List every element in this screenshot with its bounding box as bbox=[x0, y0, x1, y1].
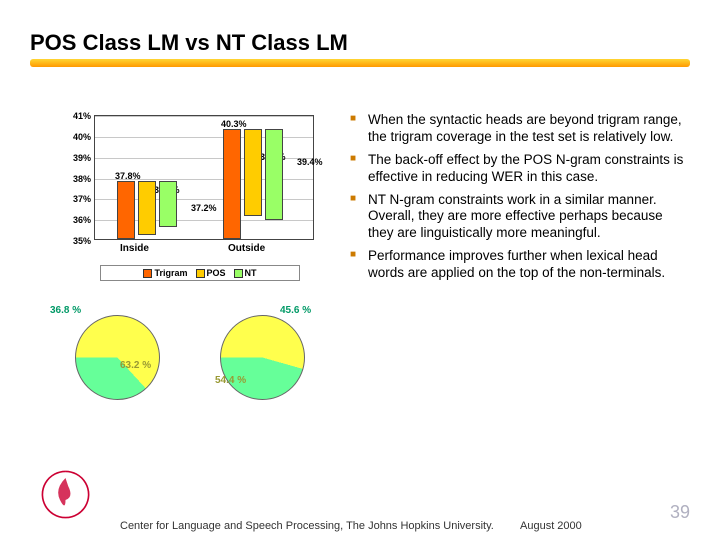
bar bbox=[223, 129, 241, 239]
y-tick-label: 38% bbox=[61, 174, 91, 184]
page-number: 39 bbox=[670, 502, 690, 523]
y-tick-label: 36% bbox=[61, 215, 91, 225]
legend-item: NT bbox=[234, 268, 257, 278]
bullet-2: The back-off effect by the POS N-gram co… bbox=[350, 152, 690, 186]
legend-item: Trigram bbox=[143, 268, 187, 278]
pie-left-label-0: 63.2 % bbox=[120, 360, 151, 371]
pie-right bbox=[220, 315, 305, 400]
bar-value-label: 37.8% bbox=[115, 171, 141, 181]
x-label-outside: Outside bbox=[228, 243, 265, 254]
y-tick-label: 37% bbox=[61, 194, 91, 204]
pie-charts: 36.8 % 63.2 % 45.6 % 54.4 % bbox=[50, 300, 335, 430]
bar bbox=[138, 181, 156, 235]
bar bbox=[265, 129, 283, 221]
bar bbox=[159, 181, 177, 227]
footer-university: Center for Language and Speech Processin… bbox=[120, 520, 494, 532]
bullet-list: When the syntactic heads are beyond trig… bbox=[350, 112, 690, 288]
legend-swatch bbox=[196, 269, 205, 278]
legend-swatch bbox=[234, 269, 243, 278]
bar-chart-legend: Trigram POS NT bbox=[100, 265, 300, 281]
y-tick-label: 41% bbox=[61, 111, 91, 121]
legend-swatch bbox=[143, 269, 152, 278]
pie-left-label-1: 36.8 % bbox=[50, 305, 81, 316]
pie-right-label-0: 54.4 % bbox=[215, 375, 246, 386]
bar-chart-plot: 35%36%37%38%39%40%41%37.8%37.6%37.2%40.3… bbox=[94, 115, 314, 240]
bullet-1: When the syntactic heads are beyond trig… bbox=[350, 112, 690, 146]
bar bbox=[117, 181, 135, 239]
bar-value-label: 37.2% bbox=[191, 203, 217, 213]
y-tick-label: 40% bbox=[61, 132, 91, 142]
footer-date: August 2000 bbox=[520, 520, 582, 532]
clsp-logo bbox=[38, 467, 93, 522]
pie-right-label-1: 45.6 % bbox=[280, 305, 311, 316]
bullet-3: NT N-gram constraints work in a similar … bbox=[350, 192, 690, 243]
title-underline bbox=[30, 59, 690, 67]
bar-value-label: 40.3% bbox=[221, 119, 247, 129]
y-tick-label: 39% bbox=[61, 153, 91, 163]
x-label-inside: Inside bbox=[120, 243, 149, 254]
y-tick-label: 35% bbox=[61, 236, 91, 246]
bar-chart: 35%36%37%38%39%40%41%37.8%37.6%37.2%40.3… bbox=[60, 115, 320, 265]
bar bbox=[244, 129, 262, 217]
pie-left bbox=[75, 315, 160, 400]
legend-item: POS bbox=[196, 268, 226, 278]
bullet-4: Performance improves further when lexica… bbox=[350, 248, 690, 282]
slide-title: POS Class LM vs NT Class LM bbox=[30, 30, 690, 56]
bar-value-label: 39.4% bbox=[297, 157, 323, 167]
